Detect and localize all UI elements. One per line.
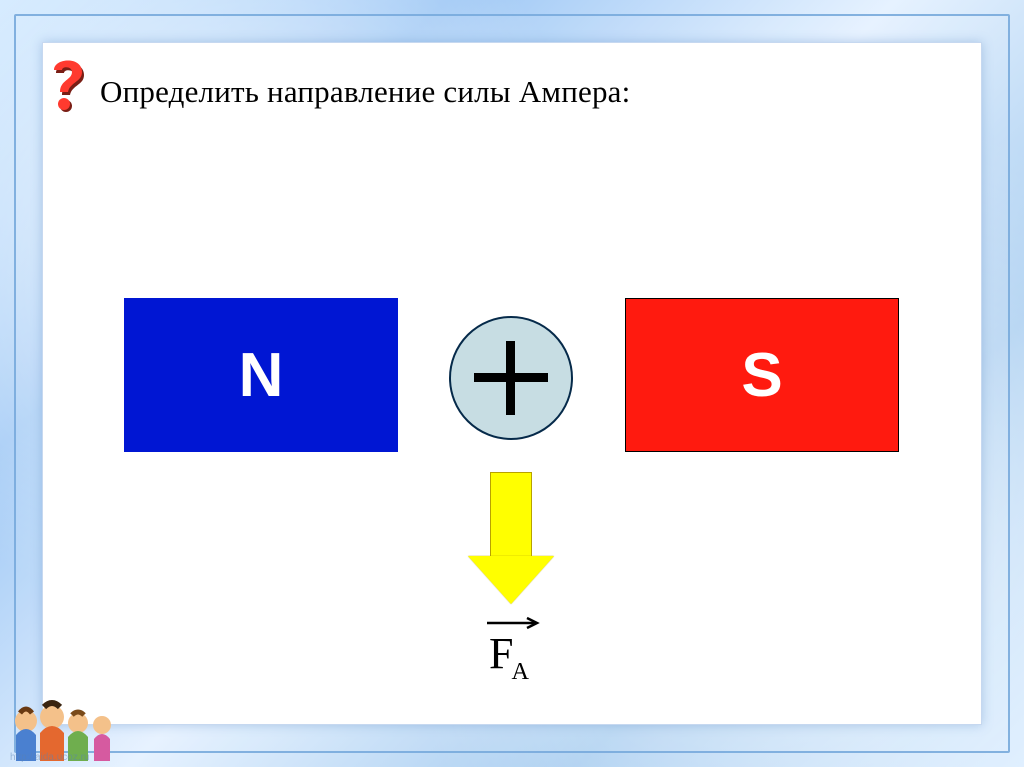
north-pole-label: N	[239, 340, 284, 411]
question-mark-icon	[40, 52, 96, 122]
force-symbol-sub: A	[511, 658, 528, 685]
ampere-force-arrow	[468, 472, 554, 606]
slide-title: Определить направление силы Ампера:	[100, 74, 630, 110]
watermark-text: http://aida.ucoz.ru	[10, 752, 90, 763]
magnet-south-pole: S	[625, 298, 899, 452]
ampere-force-label: FA	[489, 628, 531, 679]
magnet-north-pole: N	[124, 298, 398, 452]
south-pole-label: S	[741, 340, 782, 411]
current-into-page-icon	[449, 316, 573, 440]
force-symbol-main: F	[489, 629, 513, 678]
slide-background: Определить направление силы Ампера: N S …	[0, 0, 1024, 767]
vector-arrow-icon	[485, 616, 545, 630]
